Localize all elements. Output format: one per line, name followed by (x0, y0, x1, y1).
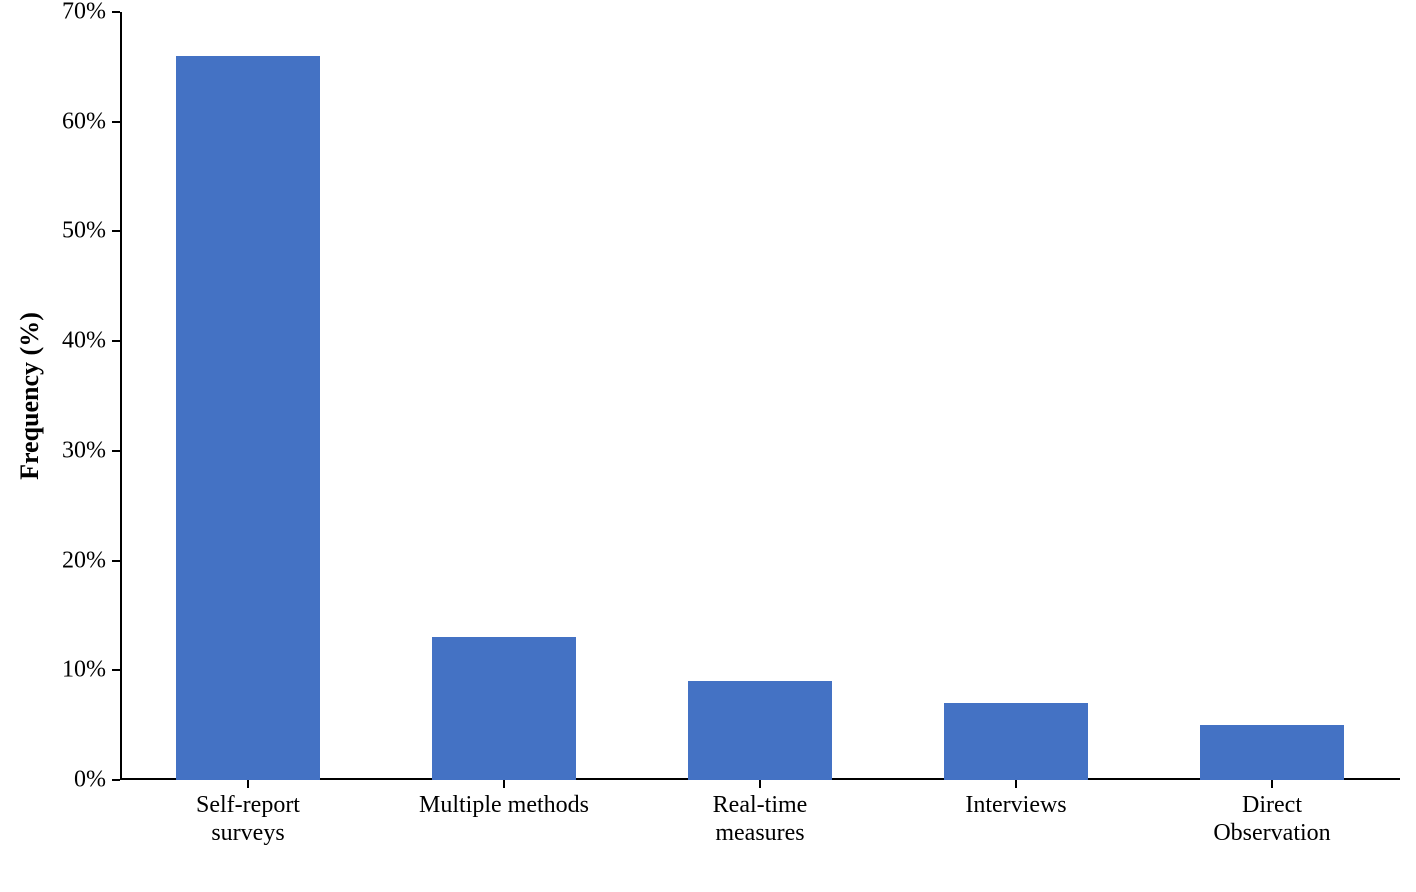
x-tick (247, 780, 249, 788)
y-tick-label: 0% (26, 767, 106, 794)
x-tick (1015, 780, 1017, 788)
x-tick-label: Interviews (888, 792, 1144, 820)
x-tick-label: DirectObservation (1144, 792, 1400, 847)
y-tick (112, 560, 120, 562)
y-tick (112, 450, 120, 452)
x-tick-label: Multiple methods (376, 792, 632, 820)
x-tick-label: Self-reportsurveys (120, 792, 376, 847)
bar-chart: Frequency (%) 0% 10% 20% 30% 40% 50% 60%… (0, 0, 1416, 892)
x-tick-label: Real-timemeasures (632, 792, 888, 847)
y-tick-label: 70% (26, 0, 106, 26)
y-tick-label: 40% (26, 328, 106, 355)
plot-area: 0% 10% 20% 30% 40% 50% 60% 70% Self-repo… (120, 12, 1400, 780)
bar-interviews (944, 703, 1087, 780)
y-axis-line (120, 12, 122, 780)
bar-direct-observation (1200, 725, 1343, 780)
y-tick (112, 11, 120, 13)
y-tick-label: 10% (26, 657, 106, 684)
x-tick (1271, 780, 1273, 788)
y-tick (112, 669, 120, 671)
y-tick-label: 60% (26, 108, 106, 135)
y-tick (112, 779, 120, 781)
bar-real-time (688, 681, 831, 780)
bar-self-report (176, 56, 319, 780)
y-tick (112, 340, 120, 342)
y-tick (112, 230, 120, 232)
x-tick (503, 780, 505, 788)
bar-multiple-methods (432, 637, 575, 780)
y-tick-label: 50% (26, 218, 106, 245)
y-tick-label: 30% (26, 437, 106, 464)
y-tick (112, 121, 120, 123)
y-tick-label: 20% (26, 547, 106, 574)
x-tick (759, 780, 761, 788)
